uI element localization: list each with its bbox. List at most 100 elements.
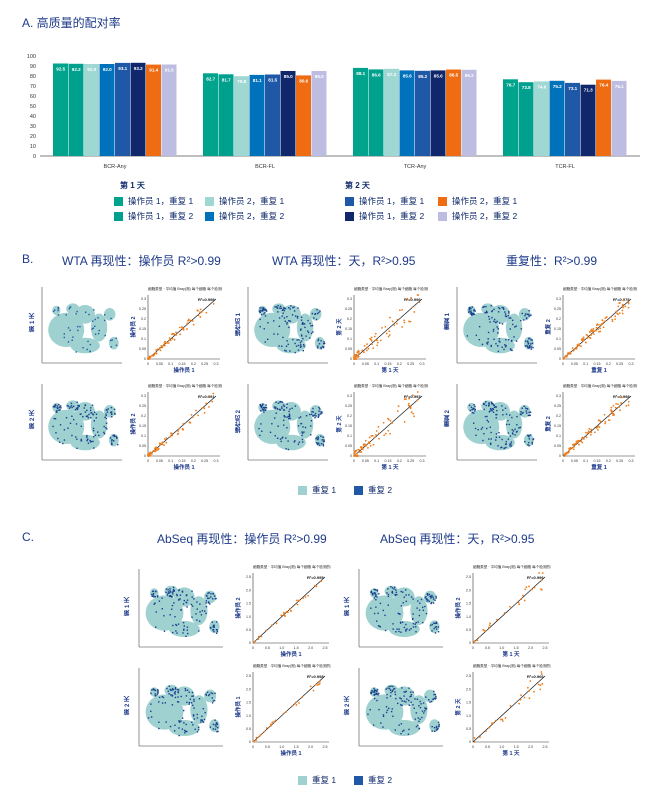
scatter-point xyxy=(627,302,630,305)
tsne-dot xyxy=(203,718,206,721)
tsne-dot xyxy=(435,628,438,630)
tsne-dot xyxy=(405,600,407,603)
tsne-dot xyxy=(408,629,411,631)
scatter-point xyxy=(482,628,485,631)
tsne-cluster xyxy=(48,409,85,445)
scatter-point xyxy=(189,421,192,424)
tsne-dot xyxy=(89,441,92,443)
tsne-dot xyxy=(198,620,201,622)
tsne-dot xyxy=(291,314,294,316)
tsne-dot xyxy=(494,321,497,324)
tsne-dot xyxy=(483,403,486,405)
scatter-point xyxy=(307,594,310,597)
tsne-dot xyxy=(509,348,512,350)
tsne-dot xyxy=(314,412,317,415)
x-tick-label: 0 xyxy=(252,646,254,650)
legend-item: 操作员 1，重复 2 xyxy=(114,210,193,222)
tsne-dot xyxy=(469,311,471,313)
tsne-dot xyxy=(68,407,71,409)
x-axis-label: 重复 1 xyxy=(591,463,607,471)
scatter-point xyxy=(312,689,315,692)
tsne-dot xyxy=(302,426,304,428)
tsne-dot xyxy=(391,591,393,594)
tsne-dot xyxy=(288,417,290,420)
bar-value-label: 87.2 xyxy=(387,72,396,77)
tsne-dot xyxy=(492,330,495,332)
tsne-dot xyxy=(369,709,371,711)
tsne-dot xyxy=(183,629,185,631)
tsne-dot xyxy=(418,705,420,707)
tsne-dot xyxy=(157,689,159,691)
legend-item: 操作员 2，重复 1 xyxy=(438,195,517,207)
x-tick-label: 0.5 xyxy=(485,745,490,749)
tsne-dot xyxy=(276,437,279,439)
tsne-dot xyxy=(437,631,440,633)
tsne-dot xyxy=(185,635,187,637)
tsne-dot xyxy=(216,630,219,633)
tsne-dot xyxy=(150,692,152,695)
scatter-point xyxy=(274,719,277,722)
tsne-dot xyxy=(307,319,309,322)
tsne-dot xyxy=(501,446,503,449)
tsne-dot xyxy=(400,732,402,735)
x-tick-label: 0.15 xyxy=(594,362,601,366)
tsne-dot xyxy=(186,626,189,628)
scatter-plot: 细胞类型 · 平均值 Bray(测) 每个细胞 每个检测的基因 的000.050… xyxy=(545,286,637,374)
tsne-cluster xyxy=(190,695,208,724)
row-label: 第 1 天 xyxy=(30,313,36,332)
scatter-point xyxy=(572,443,575,446)
tsne-dot xyxy=(502,409,504,411)
scatter-point xyxy=(367,446,369,449)
tsne-dot xyxy=(312,331,314,333)
tsne-dot xyxy=(524,407,527,409)
tsne-dot xyxy=(495,413,497,416)
tsne-dot xyxy=(319,310,321,312)
tsne-dot xyxy=(80,425,82,427)
tsne-dot xyxy=(501,346,503,348)
x-tick-label: 0.1 xyxy=(583,459,588,463)
tsne-dot xyxy=(212,723,215,726)
tsne-dot xyxy=(210,627,212,629)
tsne-dot xyxy=(435,595,437,598)
tsne-dot xyxy=(392,623,394,625)
tsne-dot xyxy=(86,438,89,441)
tsne-dot xyxy=(287,415,290,418)
tsne-dot xyxy=(377,694,379,696)
scatter-point xyxy=(168,339,171,341)
tsne-dot xyxy=(303,345,305,348)
tsne-cluster xyxy=(190,596,208,625)
scatter-point xyxy=(355,358,358,360)
tsne-dot xyxy=(288,413,291,415)
scatter-point xyxy=(408,320,410,323)
tsne-dot xyxy=(502,307,505,309)
tsne-dot xyxy=(371,689,373,692)
x-tick-label: 0.5 xyxy=(485,646,490,650)
tsne-dot xyxy=(174,616,176,618)
tsne-dot xyxy=(431,623,434,626)
x-tick-label: 1.5 xyxy=(294,745,299,749)
tsne-dot xyxy=(468,309,470,311)
bar-value-label: 79.8 xyxy=(237,79,246,84)
tsne-dot xyxy=(294,351,296,354)
tsne-dot xyxy=(201,719,203,721)
y-tick-label: 0.3 xyxy=(141,394,146,398)
scatter-point xyxy=(597,428,599,431)
tsne-dot xyxy=(431,630,433,632)
scatter-point xyxy=(523,696,526,699)
scatter-point xyxy=(391,320,394,323)
tsne-dot xyxy=(112,434,114,437)
tsne-dot xyxy=(283,419,285,422)
tsne-dot xyxy=(105,427,107,429)
tsne-dot xyxy=(321,439,323,441)
x-tick-label: 0 xyxy=(147,459,149,463)
tsne-dot xyxy=(193,718,196,720)
scatter-point xyxy=(190,413,193,416)
tsne-dot xyxy=(491,316,493,319)
x-tick-label: 0.3 xyxy=(420,459,425,463)
tsne-dot xyxy=(393,688,395,690)
tsne-dot xyxy=(379,602,382,605)
tsne-cluster xyxy=(209,719,220,732)
bar xyxy=(503,79,518,156)
bar-value-label: 91.5 xyxy=(165,68,174,73)
scatter-point xyxy=(528,689,531,692)
